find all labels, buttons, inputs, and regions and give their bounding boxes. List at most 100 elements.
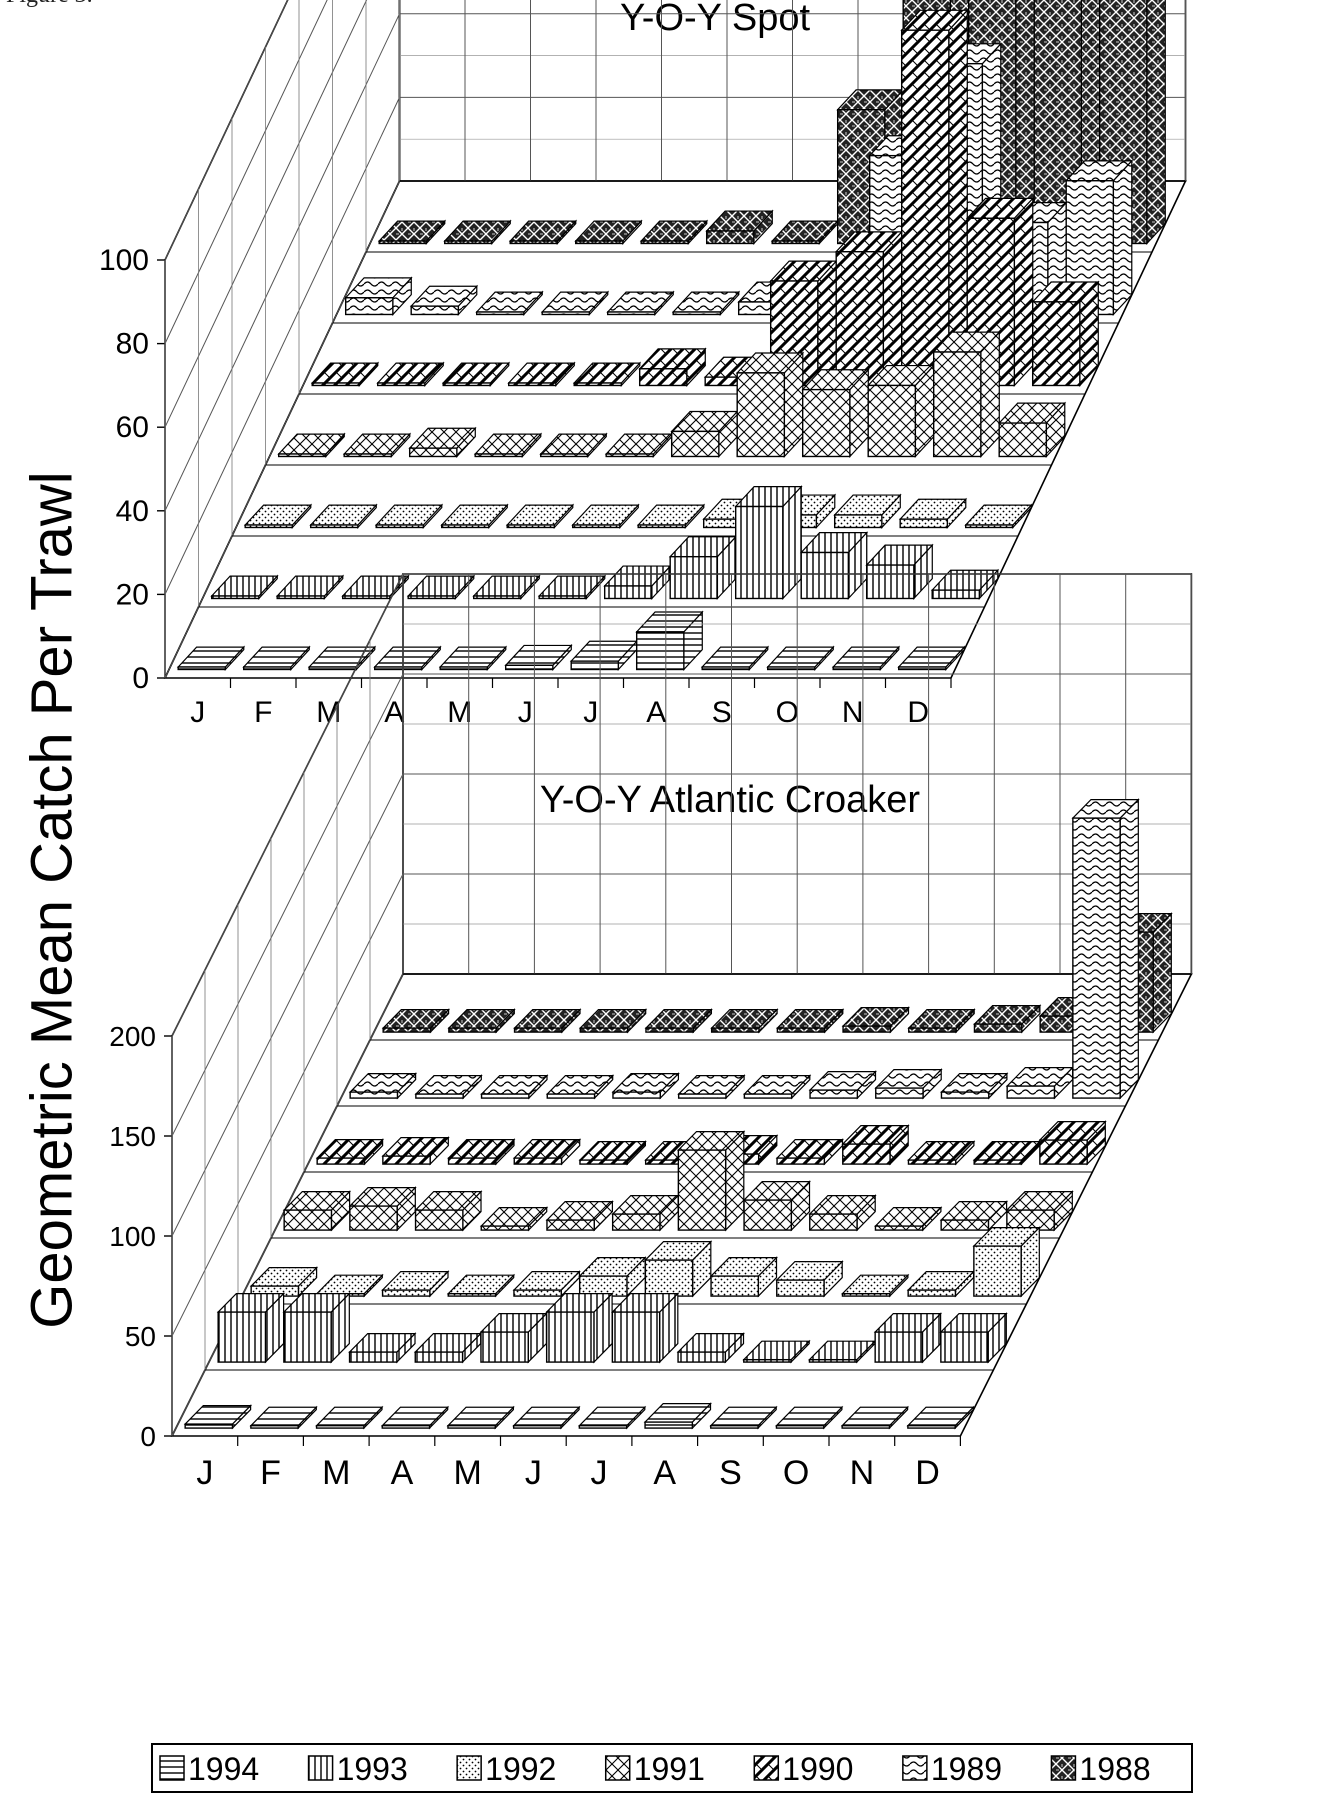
bar-front [940, 1091, 990, 1099]
bar-front [973, 1023, 1023, 1033]
bar-front [571, 524, 621, 529]
bar-1992-M [512, 1270, 581, 1298]
bar-1989-O [940, 1072, 1009, 1100]
bar-front [907, 1424, 956, 1429]
bar-front [381, 1424, 431, 1429]
bar-1990-J [315, 1138, 385, 1166]
bar-1992-N [898, 497, 968, 530]
gridline-side [164, 0, 368, 428]
gridline-side [171, 573, 404, 1037]
bar-1990-M [578, 1140, 647, 1166]
bar-1993-J [537, 574, 607, 601]
bar-1990-A [775, 1138, 844, 1166]
bar-1988-S [907, 1008, 976, 1034]
bar-front [637, 524, 687, 529]
bar-top [775, 1406, 844, 1427]
bar-front [710, 1027, 760, 1033]
bar-front [250, 1424, 299, 1429]
bar-front [512, 1424, 562, 1429]
bar-1993-M [341, 574, 410, 601]
bar-front [574, 240, 624, 245]
bar-front [672, 311, 722, 316]
y-tick-label: 100 [109, 1221, 156, 1252]
bar-1994-J [504, 643, 573, 672]
gridline-side [164, 0, 328, 344]
series-1988 [381, 912, 1173, 1034]
legend-swatch [604, 1755, 631, 1781]
bar-front [635, 631, 685, 671]
bar-front [701, 666, 751, 671]
bar-1992-S [775, 1260, 844, 1298]
bar-1993-J [545, 1292, 614, 1364]
bar-1993-M [472, 574, 541, 601]
bar-1994-A [635, 610, 704, 672]
bar-front [771, 240, 821, 245]
bar-front [900, 29, 950, 387]
bar-top [897, 646, 966, 668]
bar-top [504, 644, 573, 666]
bar-1993-N [865, 543, 934, 601]
bar-1992-J [243, 503, 313, 530]
bar-1991-J [611, 1194, 680, 1232]
x-tick-label: F [254, 696, 272, 729]
bar-1988-F [443, 219, 512, 246]
bar-1990-M [441, 361, 511, 388]
legend-label: 1994 [188, 1751, 259, 1787]
bar-1993-S [742, 1339, 811, 1364]
bar-1988-M [508, 219, 578, 246]
bar-1988-F [447, 1008, 516, 1034]
legend-swatch [1050, 1755, 1077, 1781]
bar-1991-S [801, 368, 870, 459]
bar-top [710, 1009, 779, 1029]
bar-top [770, 220, 840, 242]
bar-top [438, 646, 508, 668]
bar-1990-F [376, 361, 445, 388]
bar-top [508, 220, 578, 242]
bar-1991-M [545, 1200, 614, 1232]
bar-top [540, 291, 610, 313]
bar-top [210, 575, 279, 597]
bar-top [636, 504, 706, 526]
bar-top [604, 433, 674, 455]
legend-label: 1989 [931, 1751, 1002, 1787]
bar-1991-O [866, 364, 936, 459]
bar-1992-O [833, 493, 902, 530]
bar-1989-J [677, 1074, 746, 1100]
bar-1992-D [964, 503, 1033, 530]
bar-top [574, 220, 643, 242]
x-tick-label: J [591, 1454, 608, 1492]
bar-1993-J [210, 574, 279, 601]
bar-1992-A [709, 1256, 778, 1298]
legend-item-1992: 1992 [456, 1751, 556, 1787]
bar-front [638, 368, 688, 387]
bar-1989-N [1005, 1066, 1075, 1100]
legend-label: 1993 [337, 1751, 408, 1787]
bar-top [374, 504, 444, 526]
bar-front [513, 1027, 563, 1033]
bar-side [980, 330, 1000, 459]
bar-1992-M [374, 503, 444, 530]
bar-front [315, 1424, 365, 1429]
bar-front [475, 311, 525, 316]
bar-front [644, 1421, 694, 1429]
bar-front [776, 1157, 826, 1165]
bar-1991-J [277, 432, 346, 459]
bar-front [808, 1358, 858, 1363]
bar-1990-A [512, 1138, 582, 1166]
bar-front [606, 311, 656, 316]
bar-front [308, 666, 358, 671]
bar-front [541, 311, 591, 316]
bar-top [249, 1406, 318, 1427]
bar-top [709, 1406, 778, 1427]
bar-1992-M [505, 503, 575, 530]
bar-1993-S [734, 485, 803, 601]
bar-1994-F [242, 645, 311, 672]
bar-top [831, 646, 901, 668]
bar-1988-A [841, 1006, 910, 1034]
series-1994 [176, 610, 966, 672]
bar-front [776, 1279, 825, 1297]
bar-1989-F [409, 284, 479, 317]
bar-1993-J [610, 1292, 680, 1364]
x-tick-label: J [583, 696, 598, 729]
bar-top [671, 291, 741, 313]
